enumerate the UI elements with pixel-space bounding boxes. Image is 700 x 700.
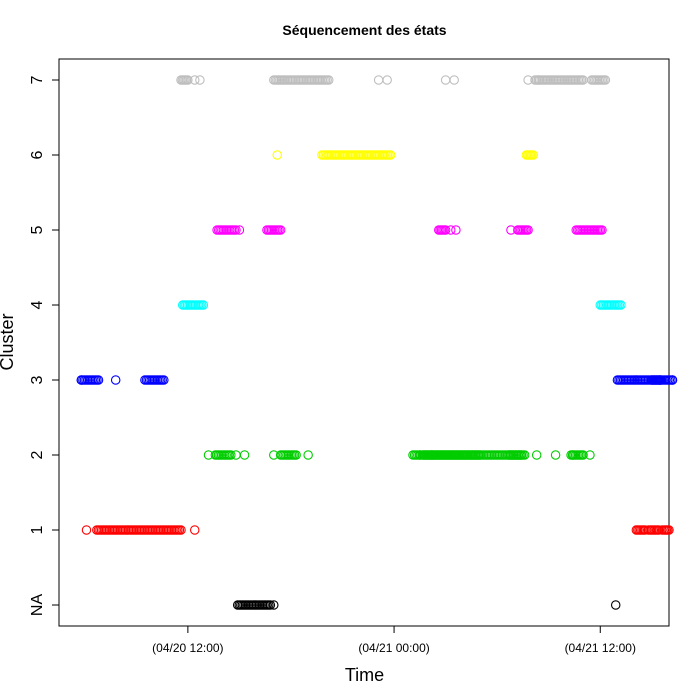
- series-layer: [76, 75, 678, 610]
- y-tick-label: 2: [29, 450, 46, 459]
- series-cluster-5: [212, 225, 607, 235]
- data-point: [610, 600, 621, 610]
- x-tick-label: (04/21 12:00): [565, 641, 636, 655]
- data-point: [528, 150, 538, 160]
- plot-area-frame: [58, 58, 670, 627]
- data-point: [269, 600, 279, 610]
- data-point: [198, 300, 209, 310]
- series-cluster-6: [272, 150, 538, 160]
- data-point: [597, 225, 607, 235]
- y-tick-label: 3: [29, 375, 46, 384]
- data-point: [203, 450, 214, 460]
- data-point: [382, 75, 392, 85]
- data-point: [657, 525, 667, 535]
- data-point: [531, 450, 542, 460]
- data-point: [449, 75, 459, 85]
- y-axis-label: Cluster: [0, 313, 17, 370]
- y-tick-label: 1: [29, 525, 46, 534]
- data-point: [655, 375, 666, 385]
- data-point: [385, 150, 396, 160]
- x-axis: (04/20 12:00) (04/21 00:00) (04/21 12:00): [152, 626, 636, 655]
- data-point: [440, 75, 451, 85]
- data-point: [523, 75, 533, 85]
- data-point: [234, 225, 245, 235]
- data-point: [451, 225, 461, 235]
- data-point: [523, 225, 533, 235]
- data-point: [506, 225, 516, 235]
- data-point: [643, 525, 654, 535]
- y-tick-label: 5: [29, 225, 46, 234]
- data-point: [664, 525, 674, 535]
- data-point: [239, 450, 250, 460]
- x-axis-label: Time: [345, 665, 384, 685]
- data-point: [653, 525, 664, 535]
- data-point: [533, 75, 544, 85]
- series-cluster-4: [177, 300, 626, 310]
- data-point: [265, 600, 276, 610]
- data-point: [176, 525, 186, 535]
- data-point: [519, 450, 530, 460]
- data-point: [110, 375, 121, 385]
- data-point: [226, 450, 236, 460]
- data-point: [415, 450, 425, 460]
- y-tick-label: 7: [29, 75, 46, 84]
- data-point: [272, 150, 282, 160]
- data-point: [190, 75, 200, 85]
- data-point: [303, 450, 313, 460]
- data-point: [440, 225, 451, 235]
- data-point: [275, 225, 286, 235]
- y-axis: NA 1 2 3 4 5 6 7: [29, 75, 59, 616]
- data-point: [667, 375, 678, 385]
- data-point: [159, 375, 169, 385]
- x-tick-label: (04/21 00:00): [358, 641, 429, 655]
- chart-title: Séquencement des états: [282, 22, 446, 38]
- data-point: [550, 450, 561, 460]
- data-point: [195, 75, 205, 85]
- data-point: [76, 375, 87, 385]
- series-cluster-3: [76, 375, 678, 385]
- data-point: [585, 450, 595, 460]
- data-point: [183, 75, 193, 85]
- data-point: [231, 225, 241, 235]
- data-point: [269, 450, 279, 460]
- x-tick-label: (04/20 12:00): [152, 641, 223, 655]
- series-cluster-1: [81, 525, 674, 535]
- data-point: [190, 525, 200, 535]
- y-tick-label: 4: [29, 300, 46, 309]
- data-point: [291, 450, 301, 460]
- series-cluster-NA: [232, 600, 621, 610]
- data-point: [600, 75, 611, 85]
- series-cluster-2: [203, 450, 595, 460]
- data-point: [616, 300, 626, 310]
- data-point: [93, 375, 104, 385]
- data-point: [373, 75, 384, 85]
- data-point: [81, 525, 92, 535]
- data-point: [427, 450, 437, 460]
- data-point: [578, 450, 588, 460]
- y-tick-label: NA: [29, 594, 46, 617]
- series-cluster-7: [176, 75, 611, 85]
- y-tick-label: 6: [29, 150, 46, 159]
- data-point: [446, 225, 456, 235]
- data-point: [568, 450, 578, 460]
- data-point: [324, 75, 334, 85]
